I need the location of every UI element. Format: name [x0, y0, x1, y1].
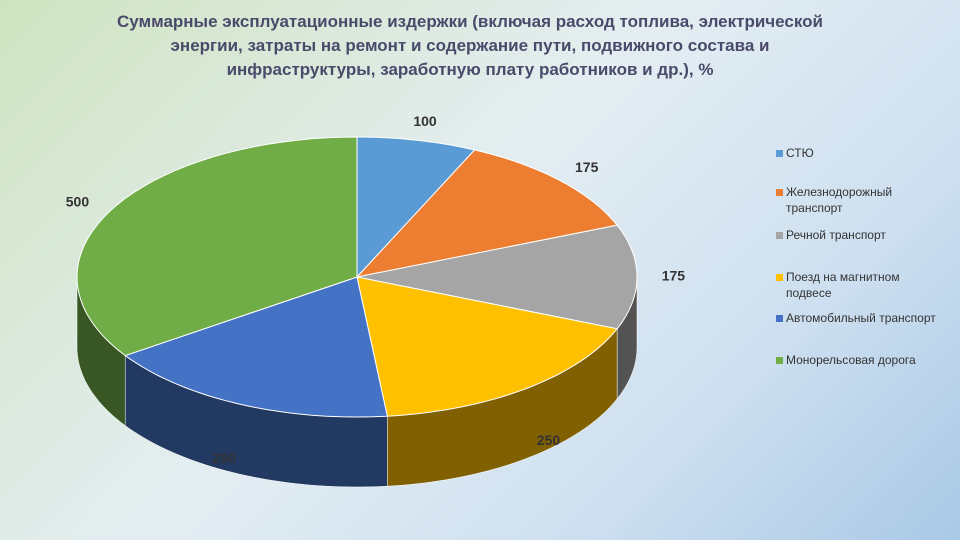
legend-label: Поезд на магнитном подвесе	[786, 270, 900, 300]
data-label: 250	[537, 432, 561, 448]
legend-swatch	[776, 150, 783, 157]
slice	[355, 149, 619, 278]
slice	[76, 136, 358, 357]
legend-label: Монорельсовая дорога	[786, 353, 916, 367]
slice	[124, 276, 388, 418]
legend-swatch	[776, 189, 783, 196]
legend-item: Автомобильный транспорт	[776, 310, 946, 326]
slice	[356, 276, 619, 417]
data-label: 175	[662, 268, 686, 284]
slice	[356, 136, 476, 279]
slice	[356, 224, 638, 330]
legend-item: Речной транспорт	[776, 227, 946, 243]
chart-title: Суммарные эксплуатационные издержки (вкл…	[117, 12, 823, 79]
legend-item: Поезд на магнитном подвесе	[776, 269, 946, 301]
legend-item: Железнодорожный транспорт	[776, 184, 946, 216]
legend-swatch	[776, 232, 783, 239]
legend-label: Автомобильный транспорт	[786, 311, 936, 325]
legend-item: Монорельсовая дорога	[776, 352, 946, 368]
data-label: 100	[413, 113, 437, 129]
legend-swatch	[776, 315, 783, 322]
legend-swatch	[776, 274, 783, 281]
legend-label: Речной транспорт	[786, 228, 886, 242]
legend-label: СТЮ	[786, 146, 814, 160]
legend-swatch	[776, 357, 783, 364]
legend-label: Железнодорожный транспорт	[786, 185, 893, 215]
legend-item: СТЮ	[776, 145, 946, 161]
data-label: 175	[575, 159, 599, 175]
data-label: 500	[66, 194, 90, 210]
data-label: 250	[212, 450, 236, 466]
